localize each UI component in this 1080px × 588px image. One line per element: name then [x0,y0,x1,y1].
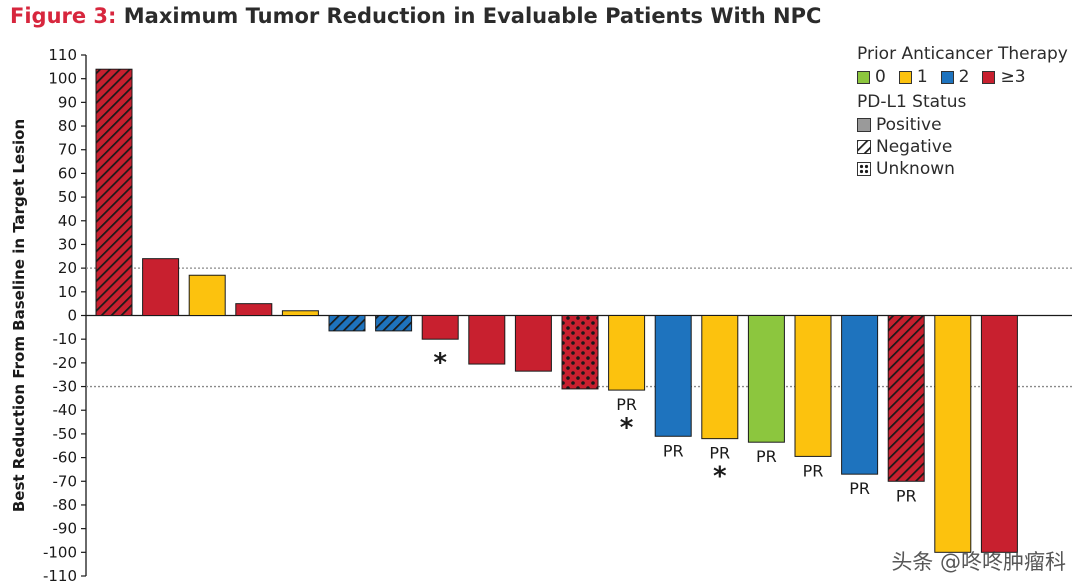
legend-pdl1-title: PD-L1 Status [857,92,967,112]
bar-hatch-overlay [96,69,132,316]
legend-swatch-therapy-0 [857,70,870,84]
bar [747,315,785,443]
legend-swatch-negative [857,140,871,154]
bar-star-marker: * [620,413,634,443]
y-tick-label: -90 [53,520,78,538]
bar [468,315,506,365]
bar [188,274,226,316]
legend-swatch-positive [857,118,871,132]
y-tick-label: 40 [58,212,77,230]
legend-therapy-row: 0 1 2 ≥3 [857,66,1068,88]
y-tick-label: -70 [53,472,78,490]
legend-therapy-title: Prior Anticancer Therapy [857,44,1068,64]
bar-response-label: PR [803,461,824,480]
y-tick-label: 10 [58,283,77,301]
y-tick-label: -60 [53,449,78,467]
legend-therapy-3plus: ≥3 [982,67,1026,87]
figure-title-text: Maximum Tumor Reduction in Evaluable Pat… [123,4,822,28]
y-tick-label: 100 [48,70,77,88]
bar-response-label: PR [616,395,637,414]
y-tick-label: -110 [43,567,77,585]
bar [701,315,739,440]
bar-hatch-overlay [375,315,412,331]
bar-response-label: PR [896,486,917,505]
legend: Prior Anticancer Therapy 0 1 2 ≥3 PD-L1 … [857,44,1068,180]
figure-number: Figure 3: [10,4,117,28]
y-tick-label: 20 [58,259,77,277]
bar-response-label: PR [709,444,730,463]
y-tick-label: -40 [53,401,78,419]
bar [841,315,879,475]
legend-pdl1-negative: Negative [857,136,1068,158]
y-axis-label: Best Reduction From Baseline in Target L… [10,119,28,512]
bar-star-marker: * [713,462,727,492]
y-tick-label: -50 [53,425,78,443]
legend-swatch-unknown [857,162,871,176]
y-tick-label: 70 [58,141,77,159]
bar [235,303,273,316]
y-tick-label: -100 [43,543,77,561]
legend-label-therapy-0: 0 [875,67,886,87]
y-tick-label: -20 [53,354,78,372]
bar [654,315,692,437]
legend-label-therapy-3plus: ≥3 [1000,67,1026,87]
bar-response-label: PR [756,447,777,466]
watermark: 头条 @咚咚肿瘤科 [891,550,1066,574]
y-tick-label: -30 [53,378,78,396]
y-tick-label: 60 [58,164,77,182]
bar [980,315,1018,553]
bar-response-label: PR [663,441,684,460]
y-tick-label: -10 [53,330,78,348]
y-tick-label: 110 [48,46,77,64]
legend-swatch-therapy-2 [940,70,954,84]
y-tick-label: 80 [58,117,77,135]
bar [794,315,832,457]
legend-label-positive: Positive [876,115,942,135]
legend-therapy-2: 2 [940,67,970,87]
bar-dot-overlay [562,315,598,389]
bar [514,315,552,372]
legend-pdl1-unknown: Unknown [857,158,1068,180]
y-tick-label: 30 [58,235,77,253]
legend-label-unknown: Unknown [876,159,955,179]
legend-swatch-therapy-3plus [982,70,996,84]
bar-star-marker: * [433,348,447,378]
y-tick-label: 50 [58,188,77,206]
bar [608,315,646,391]
legend-label-negative: Negative [876,137,953,157]
bar-hatch-overlay [329,315,365,331]
bar [281,310,319,317]
legend-label-therapy-1: 1 [916,67,928,87]
legend-label-therapy-2: 2 [958,67,970,87]
figure-title: Figure 3: Maximum Tumor Reduction in Eva… [10,4,821,28]
y-tick-label: 0 [67,307,77,325]
bar-hatch-overlay [888,315,925,482]
legend-pdl1-positive: Positive [857,114,1068,136]
bar [142,258,180,316]
y-tick-label: 90 [58,93,77,111]
bar [421,315,459,340]
legend-therapy-0: 0 [857,67,886,87]
legend-therapy-1: 1 [898,67,928,87]
bar-response-label: PR [849,479,870,498]
y-tick-label: -80 [53,496,78,514]
legend-swatch-therapy-1 [898,70,912,84]
bar [934,315,972,553]
